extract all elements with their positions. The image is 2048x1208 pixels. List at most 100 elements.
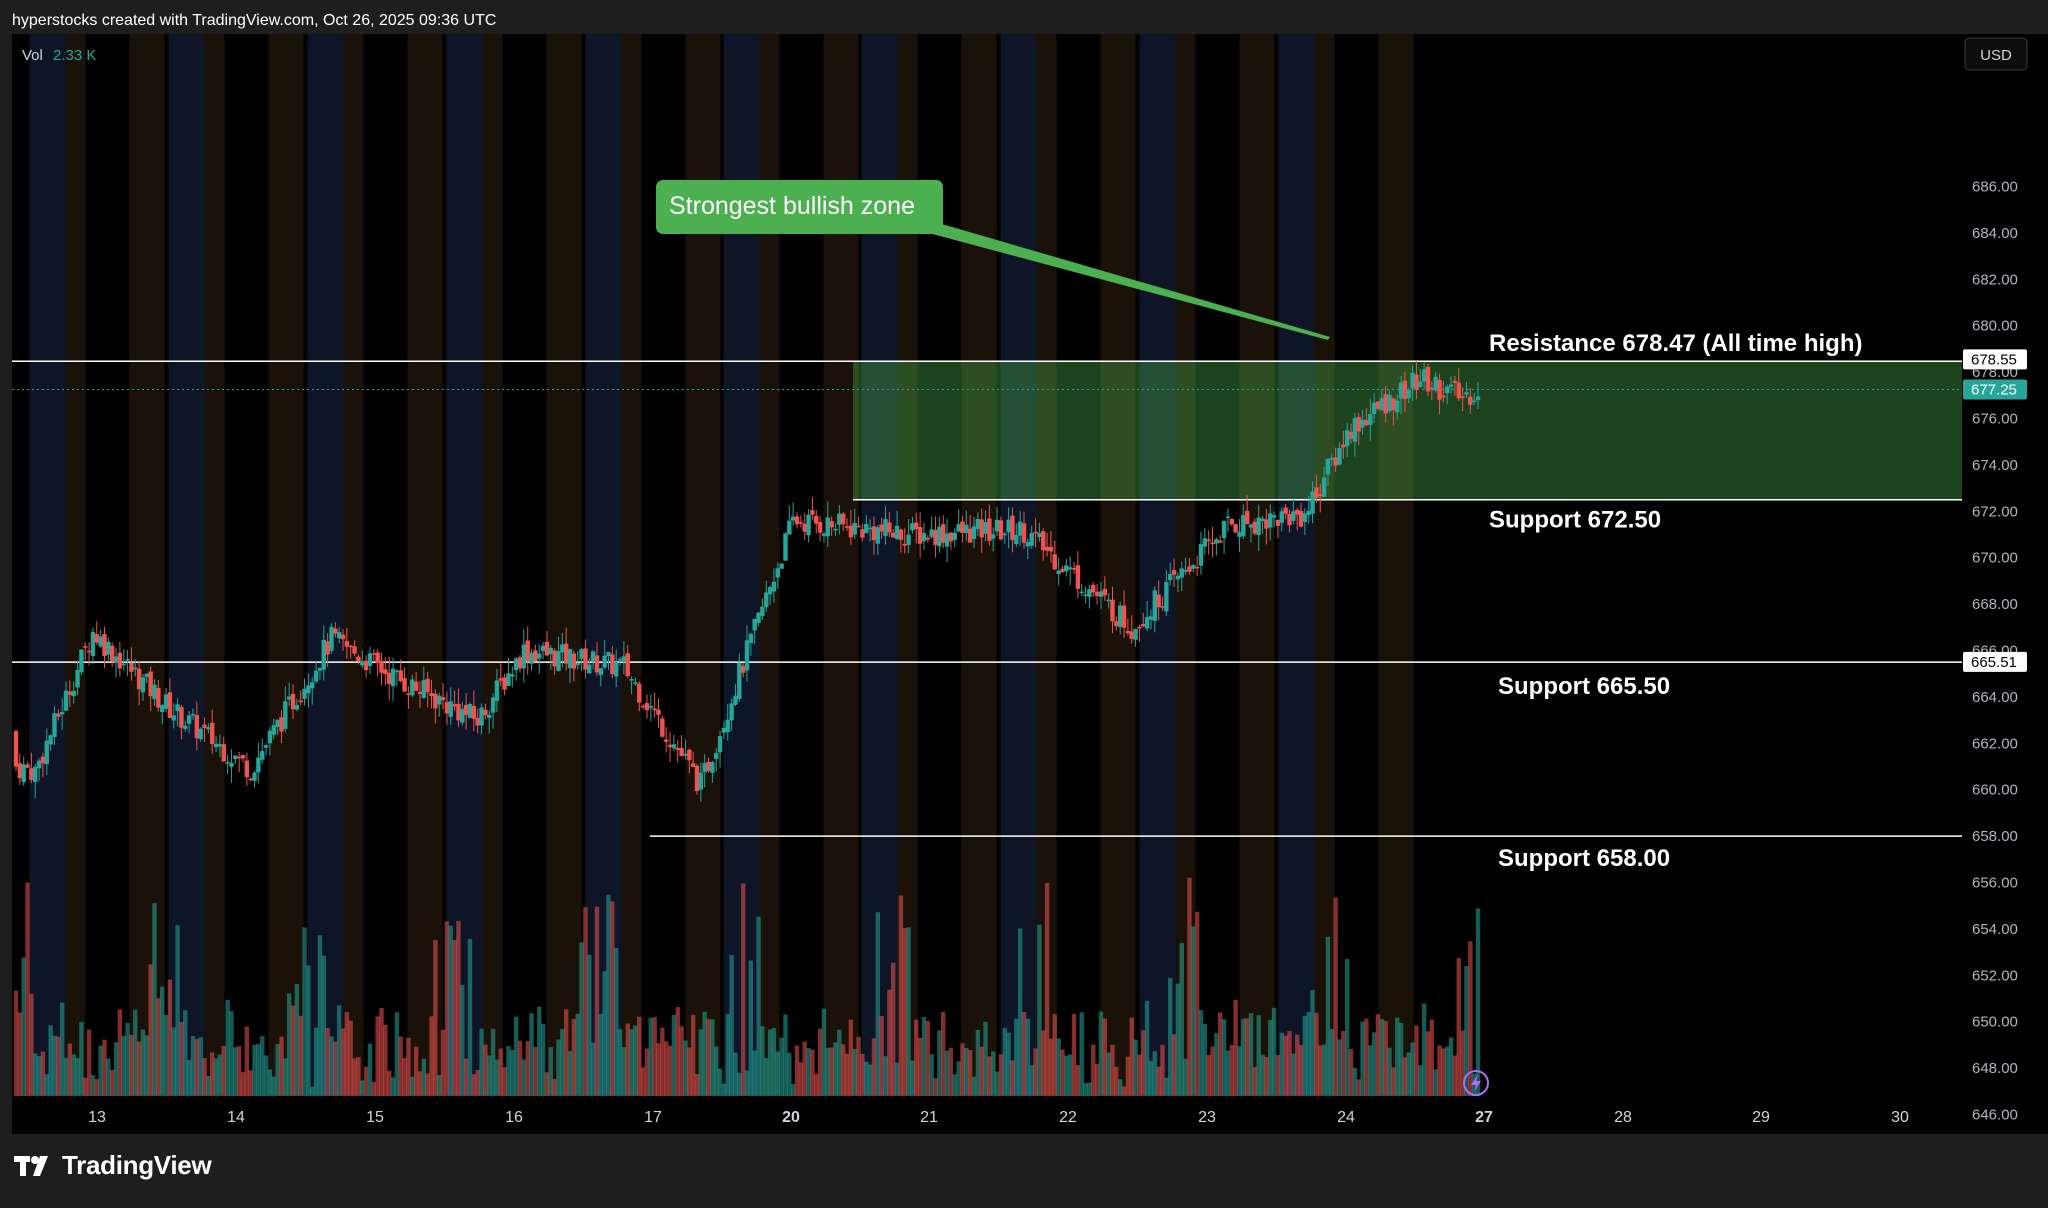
price-chart[interactable]: Resistance 678.47 (All time high) Support… — [0, 0, 2048, 1135]
volume-bar — [340, 1028, 346, 1096]
premarket-shade — [1278, 34, 1315, 1094]
candle-body — [1168, 573, 1173, 581]
candle-body — [1364, 420, 1369, 426]
volume-bar — [825, 1047, 830, 1096]
volume-bar — [575, 1014, 580, 1096]
candle-body — [1375, 401, 1381, 409]
volume-bar — [883, 1056, 888, 1096]
candle-body — [244, 760, 250, 778]
candle-body — [90, 632, 96, 657]
candle-body — [1194, 566, 1200, 569]
session-open-shade — [897, 34, 918, 1094]
volume-bar — [1302, 1016, 1308, 1096]
candle-body — [513, 658, 519, 671]
volume-bar — [1406, 1052, 1411, 1096]
candle-body — [460, 709, 465, 723]
volume-bar — [1006, 1032, 1011, 1096]
volume-bar — [802, 1041, 807, 1096]
candle-body — [1233, 524, 1238, 533]
candle-body — [571, 653, 577, 669]
candle-body — [1387, 394, 1392, 412]
x-tick-label: 24 — [1337, 1109, 1355, 1126]
candle-body — [1391, 398, 1396, 411]
candle-body — [1187, 566, 1192, 572]
session-open-shade — [1314, 34, 1335, 1094]
candle-body — [198, 728, 203, 740]
candle-body — [429, 693, 434, 696]
y-tick-label: 686.00 — [1972, 179, 2018, 196]
candle-body — [144, 673, 150, 678]
lightning-icon[interactable] — [1463, 1070, 1489, 1096]
volume-bar — [336, 1005, 342, 1096]
volume-bar — [317, 935, 323, 1096]
candle-body — [733, 695, 738, 705]
candle-body — [1437, 380, 1442, 400]
volume-bar — [767, 1029, 773, 1096]
volume-bar — [729, 954, 734, 1096]
volume-legend: Vol 2.33 K — [22, 47, 96, 64]
candle-body — [537, 653, 542, 659]
session-open-shade — [482, 34, 503, 1094]
volume-bar — [1010, 1060, 1015, 1096]
candle-body — [156, 687, 161, 708]
candle-body — [1083, 594, 1088, 596]
candle-body — [852, 522, 857, 535]
volume-bar — [1441, 1048, 1446, 1096]
candle-body — [1344, 430, 1350, 447]
candle-body — [856, 525, 861, 528]
volume-bar — [494, 1059, 500, 1096]
volume-bar — [379, 1008, 384, 1096]
volume-bar — [887, 989, 892, 1096]
candle-body — [410, 679, 415, 696]
volume-bar — [136, 1041, 142, 1096]
candle-body — [1056, 570, 1061, 575]
volume-bar — [1056, 1038, 1061, 1096]
candle-body — [113, 656, 119, 663]
y-tick-label: 664.00 — [1972, 689, 2018, 706]
level-label: Support 658.00 — [1498, 845, 1670, 872]
volume-bar — [587, 954, 592, 1096]
volume-bar — [829, 1047, 834, 1096]
candle-body — [367, 653, 373, 666]
volume-bar — [617, 1029, 623, 1096]
volume-bar — [217, 1054, 223, 1096]
volume-bar — [1287, 1030, 1292, 1096]
candle-body — [794, 516, 800, 525]
candle-body — [583, 648, 588, 670]
candle-body — [129, 662, 134, 672]
session-open-shade — [204, 34, 225, 1094]
candle-body — [960, 521, 965, 533]
candle-body — [1225, 516, 1231, 519]
volume-bar — [33, 1053, 38, 1096]
candle-body — [529, 652, 534, 664]
candle-body — [1275, 519, 1281, 526]
candle-body — [1071, 568, 1077, 570]
candle-body — [802, 523, 807, 532]
candle-body — [348, 645, 353, 648]
volume-bar — [79, 1022, 84, 1096]
volume-bar — [606, 894, 611, 1096]
volume-bar — [702, 1011, 707, 1096]
candle-body — [360, 661, 365, 666]
volume-bar — [248, 1070, 253, 1096]
volume-bar — [1002, 1027, 1007, 1096]
x-tick-label: 14 — [227, 1109, 245, 1126]
candle-body — [356, 656, 361, 662]
volume-bar — [360, 1080, 365, 1096]
resistance-price-tag: 678.55 — [1971, 351, 2017, 368]
volume-bar — [398, 1036, 403, 1096]
candle-body — [617, 659, 623, 661]
volume-bar — [998, 1054, 1004, 1096]
candle-body — [1164, 581, 1169, 612]
volume-bar — [1298, 1045, 1304, 1096]
volume-bar — [56, 1036, 61, 1096]
volume-bar — [517, 1040, 523, 1096]
premarket-shade — [307, 34, 344, 1094]
y-tick-label: 668.00 — [1972, 596, 2018, 613]
currency-button[interactable]: USD — [1964, 37, 2028, 71]
candle-body — [313, 670, 319, 682]
volume-bar — [371, 1081, 377, 1096]
candle-body — [133, 667, 138, 670]
volume-bar — [837, 1029, 842, 1096]
candle-body — [956, 524, 961, 532]
